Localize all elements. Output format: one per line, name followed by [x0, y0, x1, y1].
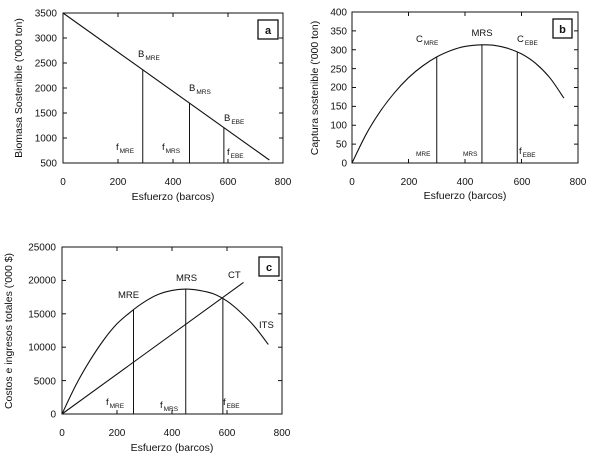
panel-a-frame: [62, 12, 284, 164]
panel-a-xtick: 400: [165, 177, 182, 188]
panel-b-label-f-mre: MRE: [416, 151, 431, 158]
panel-b-label-mrs: MRS: [471, 28, 492, 39]
panel-c-ytick: 5000: [34, 377, 57, 388]
panel-c-label-its: ITS: [259, 320, 274, 331]
panel-c-ytick: 0: [50, 410, 56, 421]
panel-c-xtick: 200: [109, 428, 126, 439]
panel-b-ytick: 200: [330, 83, 347, 94]
panel-b-catch-curve: [351, 44, 565, 164]
panel-c-label-mrs: MRS: [176, 273, 197, 284]
panel-b-ytick: 400: [330, 8, 347, 19]
panel-b-ticks: [351, 11, 579, 164]
panel-c-label-mre: MRE: [118, 290, 139, 301]
panel-a-label-b-mrs: BMRS: [189, 83, 211, 96]
panel-a-label-f-ebe: fEBE: [227, 147, 244, 160]
panel-b-ytick: 150: [330, 102, 347, 113]
panel-c-ytick: 15000: [28, 310, 56, 321]
panel-c-ytick: 25000: [28, 243, 56, 254]
panel-c-xtick: 400: [164, 428, 181, 439]
panel-b-xtick: 400: [457, 177, 474, 188]
panel-b: 400 350 300 250 200 150 100 50 0 0 200 4…: [309, 8, 587, 203]
panel-c-ytick: 20000: [28, 276, 56, 287]
panel-c-ct-line: [61, 281, 244, 415]
panel-c-label-f-mre: fMRE: [106, 397, 125, 410]
panel-c-label-f-mrs: fMRS: [160, 400, 179, 413]
panel-a-xtick: 200: [110, 177, 127, 188]
panel-c-corner-label: c: [266, 262, 272, 274]
panel-a-ticks: [62, 12, 284, 164]
panel-c-its-curve: [61, 288, 269, 415]
panel-c-xtick: 600: [219, 428, 236, 439]
panel-a-xlabel: Esfuerzo (barcos): [132, 191, 215, 203]
panel-c-frame: [61, 246, 283, 415]
panel-b-ytick: 50: [336, 140, 348, 151]
panel-b-xlabel: Esfuerzo (barcos): [424, 190, 507, 202]
panel-a-ytick: 500: [40, 159, 57, 170]
panel-a-label-f-mre: fMRE: [116, 142, 135, 155]
panel-a-label-b-ebe: BEBE: [224, 113, 245, 126]
panel-c-xtick: 0: [59, 428, 65, 439]
panel-a-xtick: 800: [275, 177, 292, 188]
panel-c-ticks: [61, 246, 283, 415]
panel-a-xtick: 0: [60, 177, 66, 188]
panel-b-corner-label: b: [559, 24, 566, 36]
panel-b-ylabel: Captura sostenible ('000 ton): [309, 21, 321, 156]
panel-c-ylabel: Costos e ingresos totales ('000 $): [3, 253, 15, 409]
panel-b-ytick: 350: [330, 27, 347, 38]
panel-a-xtick: 600: [220, 177, 237, 188]
panel-a-biomass-line: [62, 12, 270, 161]
panel-a-ytick: 2500: [35, 59, 58, 70]
panel-b-corner-box: [552, 18, 573, 39]
panel-a-label-f-mrs: fMRS: [162, 142, 181, 155]
panel-a-corner-box: [257, 19, 279, 40]
panel-b-label-f-mrs: MRS: [463, 151, 478, 158]
panel-a-label-b-mre: BMRE: [138, 49, 160, 62]
panel-c: 25000 20000 15000 10000 5000 0 0 200 400…: [3, 243, 291, 455]
panel-a-ytick: 2000: [35, 84, 58, 95]
panel-b-ytick: 300: [330, 46, 347, 57]
panel-b-xtick: 600: [514, 177, 531, 188]
panel-b-xtick: 800: [570, 177, 587, 188]
panel-a-ytick: 3000: [35, 34, 58, 45]
panel-a-ytick: 1000: [35, 134, 58, 145]
panel-b-ytick: 250: [330, 65, 347, 76]
panel-b-ytick: 0: [341, 159, 347, 170]
panel-c-ytick: 10000: [28, 343, 56, 354]
panel-c-label-ct: CT: [228, 270, 241, 281]
panel-b-label-c-ebe: CEBE: [517, 34, 539, 47]
panel-b-label-c-mre: CMRE: [416, 34, 439, 47]
panel-b-xtick: 0: [349, 177, 355, 188]
panel-a-ytick: 1500: [35, 109, 58, 120]
panel-c-xlabel: Esfuerzo (barcos): [131, 442, 214, 454]
panel-c-label-f-ebe: fEBE: [223, 397, 240, 410]
panel-a: 3500 3000 2500 2000 1500 1000 500 0 200 …: [13, 9, 292, 204]
panel-a-ytick: 3500: [35, 9, 58, 20]
panel-a-ylabel: Biomasa Sostenible ('000 ton): [13, 18, 25, 158]
panel-b-frame: [351, 11, 579, 164]
panel-b-xtick: 200: [401, 177, 418, 188]
panel-a-corner-label: a: [265, 25, 272, 37]
panel-c-xtick: 800: [274, 428, 291, 439]
panel-c-corner-box: [258, 256, 280, 277]
panel-b-label-f-ebe: fEBE: [519, 146, 536, 159]
panel-b-ytick: 100: [330, 121, 347, 132]
